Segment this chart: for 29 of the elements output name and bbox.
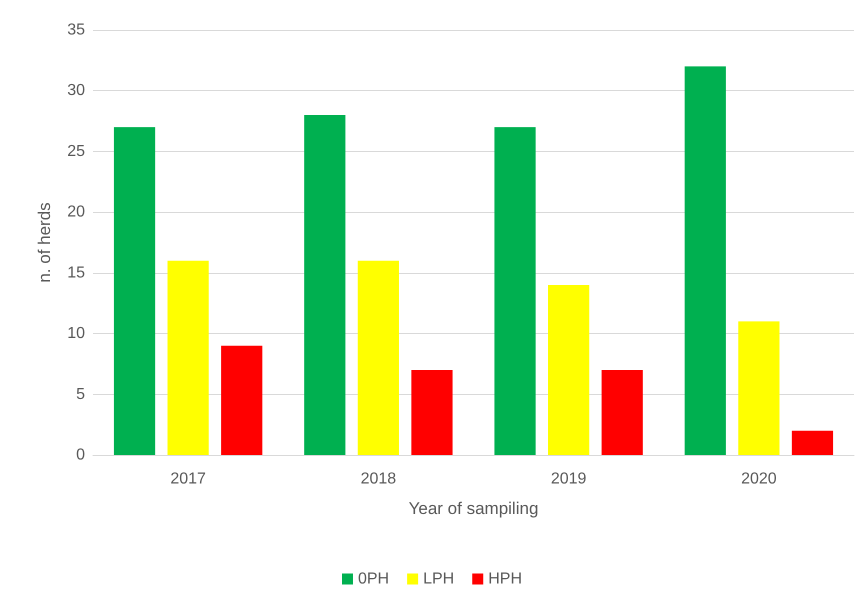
x-tick-label: 2017 xyxy=(170,470,206,488)
bar xyxy=(738,321,780,455)
bar xyxy=(411,370,453,455)
bar xyxy=(602,370,643,455)
legend-label: 0PH xyxy=(358,570,390,588)
bar xyxy=(304,115,346,455)
x-tick-label: 2019 xyxy=(550,470,587,488)
y-tick-label: 15 xyxy=(67,264,86,282)
x-tick-label: 2018 xyxy=(360,470,396,488)
y-tick-label: 35 xyxy=(67,22,86,38)
y-axis-title: n. of herds xyxy=(35,202,54,283)
bar xyxy=(494,127,536,455)
y-tick-label: 20 xyxy=(67,204,86,221)
bar xyxy=(358,260,399,455)
y-tick-label: 25 xyxy=(67,142,86,160)
y-tick-label: 30 xyxy=(67,82,86,100)
y-tick-label: 10 xyxy=(67,325,86,342)
y-tick-label: 0 xyxy=(76,446,86,464)
bar xyxy=(114,127,156,455)
legend-label: LPH xyxy=(423,570,454,588)
bar xyxy=(792,430,834,455)
legend-label: HPH xyxy=(488,570,522,588)
bar xyxy=(548,285,590,455)
x-axis-title: Year of sampiling xyxy=(408,499,538,518)
y-tick-label: 5 xyxy=(76,386,86,403)
bar xyxy=(221,346,262,455)
x-tick-label: 2020 xyxy=(741,470,777,488)
bar xyxy=(168,260,209,455)
bar xyxy=(684,66,726,455)
